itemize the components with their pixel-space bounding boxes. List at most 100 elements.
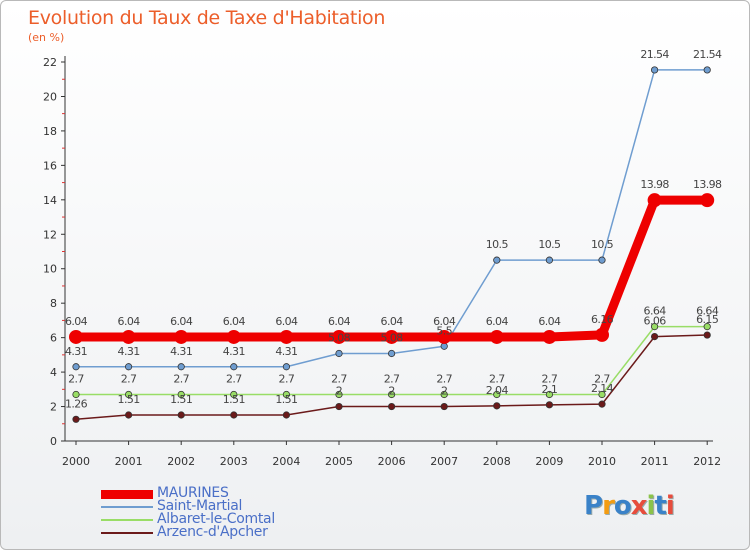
proxiti-logo: Proxiti <box>584 491 675 521</box>
data-point <box>703 331 711 339</box>
y-tick-label: 14 <box>43 194 57 207</box>
data-label: 2.7 <box>173 372 189 385</box>
data-point <box>703 66 711 74</box>
data-point <box>387 349 396 358</box>
legend-swatch <box>101 490 153 499</box>
data-point <box>121 329 136 344</box>
data-label: 6.64 <box>644 305 667 318</box>
data-label: 2.1 <box>542 383 558 396</box>
y-tick-label: 6 <box>50 332 57 345</box>
data-point <box>595 327 609 342</box>
data-label: 1.51 <box>170 393 192 406</box>
data-label: 2.7 <box>489 372 505 385</box>
data-point <box>226 329 241 344</box>
data-point <box>230 390 238 399</box>
data-label: 2 <box>388 385 394 398</box>
chart-legend: MAURINES Saint-Martial Albaret-le-Comtal Ar… <box>101 485 361 540</box>
x-tick-label: 2009 <box>535 455 563 468</box>
data-label: 13.98 <box>693 178 722 191</box>
y-tick-label: 20 <box>43 90 57 103</box>
data-point <box>647 193 662 208</box>
data-label: 6.04 <box>328 315 351 328</box>
y-tick-label: 2 <box>50 401 57 414</box>
data-label: 2.14 <box>591 382 614 395</box>
data-label: 2 <box>441 385 447 398</box>
data-point <box>174 329 189 344</box>
legend-label: MAURINES <box>157 485 229 501</box>
x-tick-label: 2004 <box>272 455 300 468</box>
data-label: 6.04 <box>223 315 246 328</box>
data-point <box>387 390 396 399</box>
y-tick-label: 0 <box>50 435 57 448</box>
data-label: 10.5 <box>591 238 614 251</box>
data-label: 6.15 <box>696 313 719 326</box>
x-tick-label: 2010 <box>588 455 616 468</box>
data-label: 10.5 <box>538 238 561 251</box>
data-point <box>703 323 711 331</box>
data-label: 1.26 <box>65 397 88 410</box>
data-point <box>440 342 448 350</box>
data-point <box>230 363 238 371</box>
data-label: 4.31 <box>275 345 297 358</box>
data-label: 6.04 <box>65 315 88 328</box>
data-label: 6.04 <box>486 315 509 328</box>
data-label: 2.7 <box>542 372 558 385</box>
data-label: 4.31 <box>170 345 192 358</box>
legend-swatch <box>101 532 153 534</box>
chart-data-points <box>69 66 715 423</box>
data-label: 6.04 <box>381 315 404 328</box>
y-tick-label: 4 <box>50 366 57 379</box>
data-point <box>335 402 343 411</box>
data-point <box>542 329 557 344</box>
data-point <box>230 411 238 419</box>
data-label: 6.04 <box>433 315 456 328</box>
data-label: 2.7 <box>121 372 137 385</box>
data-point <box>650 333 659 341</box>
data-label: 2.7 <box>436 372 452 385</box>
legend-swatch <box>101 519 153 521</box>
data-label: 6.04 <box>118 315 141 328</box>
chart-title: Evolution du Taux de Taxe d'Habitation <box>28 7 386 29</box>
data-label: 6.04 <box>275 315 298 328</box>
data-label: 2.7 <box>226 372 242 385</box>
data-point <box>69 329 83 344</box>
legend-label: Albaret-le-Comtal <box>157 511 275 527</box>
data-point <box>177 390 185 399</box>
data-point <box>125 363 133 371</box>
x-tick-label: 2005 <box>325 455 353 468</box>
chart-subtitle: (en %) <box>28 31 65 44</box>
data-label: 13.98 <box>640 178 669 191</box>
data-point <box>387 402 396 411</box>
data-point <box>650 66 659 74</box>
data-point <box>125 390 133 399</box>
data-label: 2.7 <box>331 372 347 385</box>
data-point <box>700 193 715 208</box>
data-label: 6.04 <box>170 315 193 328</box>
data-point <box>384 329 399 344</box>
data-point <box>72 363 80 371</box>
data-point <box>335 349 343 358</box>
data-label: 6.16 <box>591 313 614 326</box>
data-point <box>598 400 606 408</box>
x-tick-label: 2008 <box>483 455 511 468</box>
x-tick-label: 2002 <box>167 455 195 468</box>
x-tick-label: 2001 <box>115 455 143 468</box>
x-tick-label: 2000 <box>62 455 90 468</box>
legend-item: Arzenc-d'Apcher <box>101 524 361 540</box>
x-tick-label: 2011 <box>641 455 669 468</box>
data-label: 6.04 <box>538 315 561 328</box>
data-point <box>177 363 185 371</box>
data-point <box>650 323 659 331</box>
data-label: 4.31 <box>118 345 140 358</box>
data-point <box>440 390 448 399</box>
x-tick-label: 2006 <box>378 455 406 468</box>
data-point <box>125 411 133 419</box>
legend-swatch <box>101 506 153 508</box>
y-tick-label: 12 <box>43 228 57 241</box>
data-label: 6.64 <box>696 305 719 318</box>
data-point <box>489 329 504 344</box>
data-label: 4.31 <box>65 345 87 358</box>
data-point <box>282 390 290 399</box>
data-label: 1.51 <box>118 393 140 406</box>
